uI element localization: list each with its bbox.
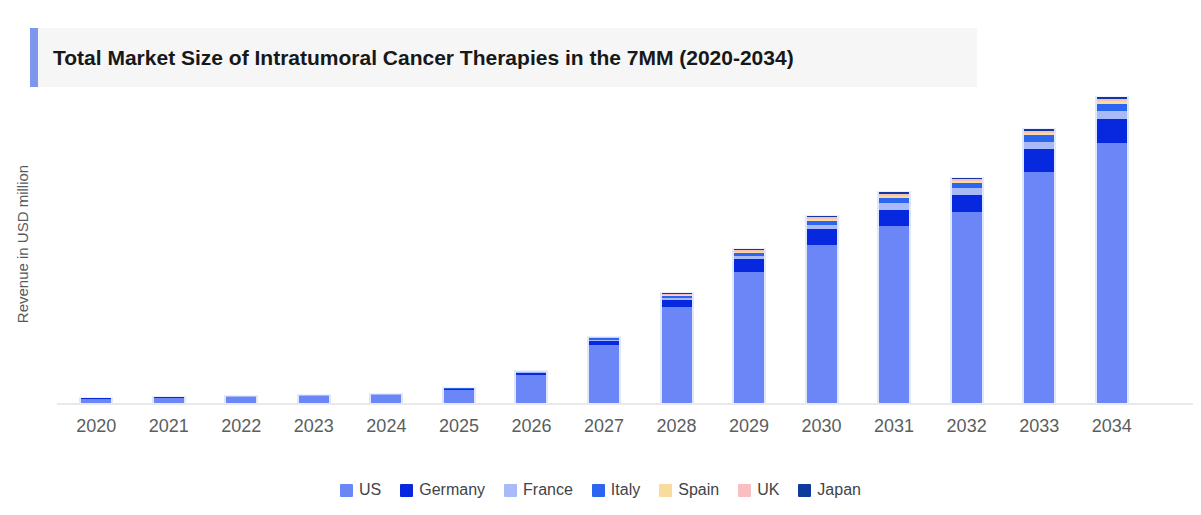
legend-item-spain[interactable]: Spain bbox=[659, 481, 719, 499]
bar-segment-us-2029[interactable] bbox=[734, 272, 764, 404]
legend-label-spain: Spain bbox=[678, 481, 719, 499]
title-accent-bar bbox=[30, 28, 38, 87]
bar-slot-2022 bbox=[205, 84, 278, 404]
legend-swatch-italy bbox=[592, 484, 605, 497]
bar-slot-2026 bbox=[495, 84, 568, 404]
page: Total Market Size of Intratumoral Cancer… bbox=[0, 0, 1201, 515]
x-tick-2029: 2029 bbox=[713, 416, 786, 437]
bar-segment-germany-2034[interactable] bbox=[1097, 119, 1127, 143]
bar-2032[interactable] bbox=[950, 177, 984, 404]
bar-2026[interactable] bbox=[514, 370, 548, 404]
bar-segment-germany-2032[interactable] bbox=[952, 195, 982, 212]
bar-segment-germany-2028[interactable] bbox=[662, 300, 692, 307]
bar-segment-germany-2030[interactable] bbox=[807, 229, 837, 245]
chart-title: Total Market Size of Intratumoral Cancer… bbox=[38, 46, 794, 70]
x-tick-2025: 2025 bbox=[423, 416, 496, 437]
chart-title-block: Total Market Size of Intratumoral Cancer… bbox=[30, 28, 977, 87]
bar-segment-italy-2034[interactable] bbox=[1097, 104, 1127, 111]
legend-swatch-japan bbox=[798, 484, 811, 497]
bar-slot-2033 bbox=[1003, 84, 1076, 404]
bar-segment-germany-2029[interactable] bbox=[734, 259, 764, 272]
bar-segment-germany-2031[interactable] bbox=[879, 210, 909, 226]
bar-segment-france-2031[interactable] bbox=[879, 203, 909, 210]
bar-slot-2032 bbox=[930, 84, 1003, 404]
x-tick-2031: 2031 bbox=[858, 416, 931, 437]
bar-segment-france-2034[interactable] bbox=[1097, 111, 1127, 119]
bar-2031[interactable] bbox=[877, 191, 911, 404]
legend-label-japan: Japan bbox=[817, 481, 861, 499]
x-tick-2026: 2026 bbox=[495, 416, 568, 437]
plot-area bbox=[60, 84, 1148, 404]
bar-slot-2034 bbox=[1075, 84, 1148, 404]
bar-segment-germany-2033[interactable] bbox=[1024, 149, 1054, 172]
x-tick-2023: 2023 bbox=[278, 416, 351, 437]
bar-slot-2021 bbox=[133, 84, 206, 404]
bar-segment-france-2032[interactable] bbox=[952, 188, 982, 195]
bar-segment-us-2034[interactable] bbox=[1097, 143, 1127, 404]
bar-slot-2024 bbox=[350, 84, 423, 404]
x-tick-2022: 2022 bbox=[205, 416, 278, 437]
x-tick-2028: 2028 bbox=[640, 416, 713, 437]
legend-item-italy[interactable]: Italy bbox=[592, 481, 640, 499]
legend-label-france: France bbox=[523, 481, 573, 499]
bar-2030[interactable] bbox=[805, 215, 839, 404]
bar-slot-2025 bbox=[423, 84, 496, 404]
bar-2028[interactable] bbox=[660, 292, 694, 404]
bar-segment-france-2033[interactable] bbox=[1024, 142, 1054, 149]
bar-segment-us-2027[interactable] bbox=[589, 345, 619, 404]
x-axis-tick-labels: 2020202120222023202420252026202720282029… bbox=[60, 416, 1148, 437]
legend-item-japan[interactable]: Japan bbox=[798, 481, 861, 499]
bar-2027[interactable] bbox=[587, 336, 621, 404]
bar-slot-2023 bbox=[278, 84, 351, 404]
y-axis-label: Revenue in USD million bbox=[14, 84, 31, 404]
bar-2033[interactable] bbox=[1022, 128, 1056, 404]
legend-item-us[interactable]: US bbox=[340, 481, 381, 499]
bar-segment-us-2032[interactable] bbox=[952, 212, 982, 404]
bar-segment-us-2033[interactable] bbox=[1024, 172, 1054, 404]
bar-segment-italy-2033[interactable] bbox=[1024, 135, 1054, 142]
legend-swatch-germany bbox=[400, 484, 413, 497]
bar-segment-us-2026[interactable] bbox=[516, 375, 546, 404]
x-tick-2030: 2030 bbox=[785, 416, 858, 437]
bar-slot-2027 bbox=[568, 84, 641, 404]
x-tick-2020: 2020 bbox=[60, 416, 133, 437]
legend-swatch-uk bbox=[738, 484, 751, 497]
bar-segment-us-2031[interactable] bbox=[879, 226, 909, 404]
x-axis-line bbox=[57, 403, 1193, 405]
x-tick-2034: 2034 bbox=[1075, 416, 1148, 437]
bar-segment-us-2025[interactable] bbox=[444, 390, 474, 404]
legend-swatch-france bbox=[504, 484, 517, 497]
legend-item-germany[interactable]: Germany bbox=[400, 481, 485, 499]
bar-segment-us-2030[interactable] bbox=[807, 245, 837, 404]
x-tick-2032: 2032 bbox=[930, 416, 1003, 437]
legend-label-germany: Germany bbox=[419, 481, 485, 499]
legend-label-us: US bbox=[359, 481, 381, 499]
x-tick-2027: 2027 bbox=[568, 416, 641, 437]
bar-2034[interactable] bbox=[1095, 96, 1129, 404]
bar-slot-2028 bbox=[640, 84, 713, 404]
bar-slot-2029 bbox=[713, 84, 786, 404]
legend-swatch-us bbox=[340, 484, 353, 497]
legend-swatch-spain bbox=[659, 484, 672, 497]
bar-2025[interactable] bbox=[442, 387, 476, 404]
x-tick-2021: 2021 bbox=[133, 416, 206, 437]
bar-2029[interactable] bbox=[732, 248, 766, 404]
x-tick-2024: 2024 bbox=[350, 416, 423, 437]
bar-slot-2020 bbox=[60, 84, 133, 404]
legend-label-italy: Italy bbox=[611, 481, 640, 499]
legend-item-uk[interactable]: UK bbox=[738, 481, 779, 499]
legend-label-uk: UK bbox=[757, 481, 779, 499]
x-tick-2033: 2033 bbox=[1003, 416, 1076, 437]
bar-segment-us-2028[interactable] bbox=[662, 307, 692, 404]
legend-item-france[interactable]: France bbox=[504, 481, 573, 499]
bar-slot-2031 bbox=[858, 84, 931, 404]
chart-legend: US Germany France Italy Spain UK Japan bbox=[0, 481, 1201, 499]
bar-slot-2030 bbox=[785, 84, 858, 404]
